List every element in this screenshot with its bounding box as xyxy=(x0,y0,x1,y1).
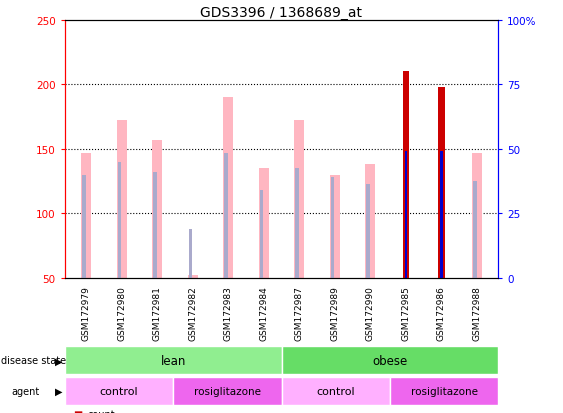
Bar xyxy=(331,178,334,278)
Bar xyxy=(367,184,370,278)
Bar xyxy=(117,121,127,278)
Bar xyxy=(223,98,233,278)
Text: GSM172987: GSM172987 xyxy=(295,285,304,340)
Bar xyxy=(405,152,407,278)
Text: GSM172989: GSM172989 xyxy=(330,285,339,340)
Bar xyxy=(330,175,340,278)
Bar xyxy=(282,377,390,405)
Text: obese: obese xyxy=(372,354,408,367)
Text: GSM172982: GSM172982 xyxy=(188,285,197,340)
Text: GSM172986: GSM172986 xyxy=(437,285,446,340)
Text: GSM172980: GSM172980 xyxy=(117,285,126,340)
Bar xyxy=(365,165,376,278)
Bar xyxy=(296,169,299,278)
Text: GSM172988: GSM172988 xyxy=(472,285,481,340)
Bar xyxy=(189,229,193,278)
Text: GSM172979: GSM172979 xyxy=(82,285,91,340)
Text: control: control xyxy=(316,386,355,396)
Bar xyxy=(224,153,228,278)
Text: GSM172984: GSM172984 xyxy=(259,285,268,340)
Bar xyxy=(173,377,282,405)
Text: ■: ■ xyxy=(73,409,82,413)
Bar xyxy=(260,191,263,278)
Text: count: count xyxy=(87,409,115,413)
Bar xyxy=(403,72,409,278)
Text: ▶: ▶ xyxy=(55,386,62,396)
Bar xyxy=(472,153,482,278)
Text: rosiglitazone: rosiglitazone xyxy=(410,386,477,396)
Bar xyxy=(118,162,121,278)
Bar xyxy=(440,152,443,278)
Bar xyxy=(294,121,304,278)
Text: rosiglitazone: rosiglitazone xyxy=(194,386,261,396)
Text: agent: agent xyxy=(11,386,39,396)
Bar xyxy=(438,88,445,278)
Text: GSM172985: GSM172985 xyxy=(401,285,410,340)
Bar xyxy=(473,182,477,278)
Text: control: control xyxy=(100,386,138,396)
Text: ▶: ▶ xyxy=(55,356,62,366)
Bar xyxy=(82,175,86,278)
Bar xyxy=(152,140,162,278)
Bar xyxy=(65,347,282,375)
Text: GSM172981: GSM172981 xyxy=(153,285,162,340)
Bar xyxy=(282,347,498,375)
Bar xyxy=(153,173,157,278)
Title: GDS3396 / 1368689_at: GDS3396 / 1368689_at xyxy=(200,6,363,20)
Text: lean: lean xyxy=(160,354,186,367)
Bar xyxy=(65,377,173,405)
Bar xyxy=(81,153,91,278)
Text: GSM172983: GSM172983 xyxy=(224,285,233,340)
Bar xyxy=(390,377,498,405)
Text: GSM172990: GSM172990 xyxy=(366,285,375,340)
Bar xyxy=(259,169,269,278)
Text: disease state: disease state xyxy=(1,356,66,366)
Bar xyxy=(187,276,198,278)
